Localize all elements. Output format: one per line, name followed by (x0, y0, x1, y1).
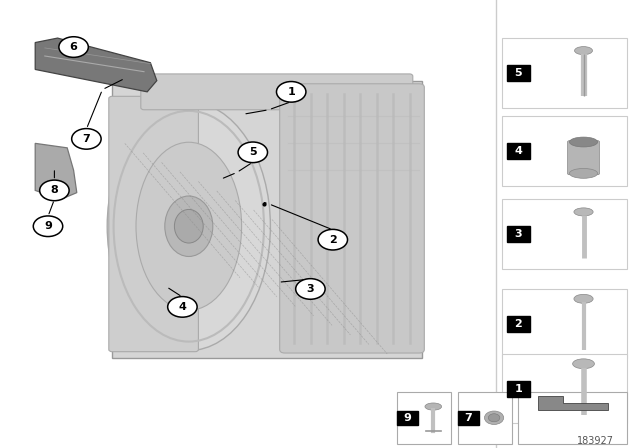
Text: 3: 3 (307, 284, 314, 294)
Polygon shape (35, 38, 157, 92)
Circle shape (59, 37, 88, 57)
Text: 1: 1 (287, 87, 295, 97)
Text: 183927: 183927 (577, 436, 614, 446)
Bar (507, 381, 530, 397)
Text: 9: 9 (44, 221, 52, 231)
Circle shape (276, 82, 306, 102)
Bar (518, 392, 627, 444)
Ellipse shape (575, 47, 593, 55)
FancyBboxPatch shape (109, 96, 198, 352)
Ellipse shape (488, 414, 500, 422)
Circle shape (318, 229, 348, 250)
Text: 7: 7 (465, 413, 472, 423)
Ellipse shape (484, 411, 504, 425)
Text: 4: 4 (179, 302, 186, 312)
Bar (502, 199, 627, 269)
Circle shape (296, 279, 325, 299)
Text: 7: 7 (83, 134, 90, 144)
Bar (507, 315, 530, 332)
Polygon shape (112, 81, 422, 358)
Bar (507, 143, 530, 159)
Bar (502, 116, 627, 186)
Circle shape (40, 180, 69, 201)
Polygon shape (35, 143, 77, 199)
Circle shape (72, 129, 101, 149)
Circle shape (33, 216, 63, 237)
Bar (507, 65, 530, 81)
Polygon shape (538, 396, 608, 410)
Ellipse shape (107, 102, 270, 350)
Ellipse shape (425, 403, 442, 410)
Circle shape (238, 142, 268, 163)
Text: 2: 2 (329, 235, 337, 245)
Text: 5: 5 (249, 147, 257, 157)
Text: 4: 4 (515, 146, 522, 156)
Circle shape (168, 297, 197, 317)
FancyBboxPatch shape (568, 141, 600, 175)
Bar (397, 392, 451, 444)
Bar (502, 38, 627, 108)
Ellipse shape (574, 294, 593, 303)
Bar (507, 226, 530, 242)
Bar (458, 410, 479, 425)
Ellipse shape (136, 142, 242, 310)
Bar (502, 354, 627, 423)
Ellipse shape (174, 209, 204, 243)
Bar (502, 289, 627, 358)
Text: 8: 8 (51, 185, 58, 195)
Ellipse shape (574, 208, 593, 216)
Ellipse shape (570, 168, 598, 178)
Ellipse shape (573, 359, 595, 369)
Text: 3: 3 (515, 229, 522, 239)
FancyBboxPatch shape (141, 74, 413, 110)
Ellipse shape (570, 137, 598, 147)
Bar (397, 410, 418, 425)
Text: 1: 1 (515, 383, 522, 394)
Bar (458, 392, 512, 444)
Text: 9: 9 (404, 413, 412, 423)
Text: 6: 6 (70, 42, 77, 52)
Text: 5: 5 (515, 68, 522, 78)
Text: 2: 2 (515, 319, 522, 329)
FancyBboxPatch shape (280, 84, 424, 353)
Ellipse shape (165, 196, 212, 256)
